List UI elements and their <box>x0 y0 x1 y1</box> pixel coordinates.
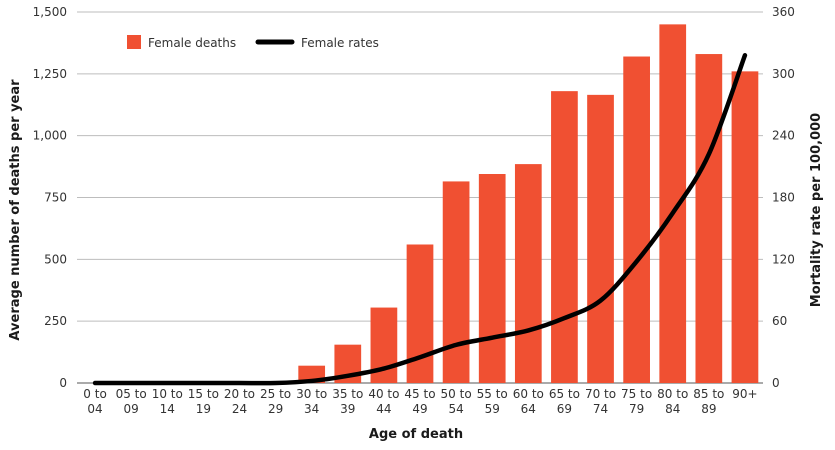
right-tick-label: 180 <box>772 191 795 205</box>
x-tick-label: 35 to 39 <box>332 387 363 416</box>
x-tick-label: 20 to 24 <box>224 387 255 416</box>
right-tick-label: 120 <box>772 252 795 266</box>
line-series <box>92 53 748 386</box>
x-tick-label: 40 to 44 <box>368 387 399 416</box>
x-tick-label: 30 to 34 <box>296 387 327 416</box>
left-axis-ticks: 0 250 500 750 1,000 1,250 1,500 <box>33 5 67 390</box>
x-axis-title: Age of death <box>369 427 463 442</box>
x-tick-label: 55 to 59 <box>477 387 508 416</box>
y-axis-title: Average number of deaths per year <box>8 79 23 341</box>
bar-85-to-89 <box>695 54 723 384</box>
bar-80-to-84 <box>659 24 687 383</box>
x-tick-label: 75 to 79 <box>621 387 652 416</box>
x-tick-label: 45 to 49 <box>404 387 435 416</box>
left-tick-label: 1,000 <box>33 129 67 143</box>
x-tick-label: 05 to 09 <box>116 387 147 416</box>
left-tick-label: 0 <box>59 376 67 390</box>
right-tick-label: 0 <box>772 376 780 390</box>
bar-55-to-59 <box>478 174 506 383</box>
legend-swatch-female-deaths <box>127 35 141 49</box>
x-tick-label: 65 to 69 <box>549 387 580 416</box>
x-tick-label: 90+ <box>732 387 757 401</box>
legend-label-female-rates: Female rates <box>301 36 379 50</box>
x-tick-label: 15 to 19 <box>188 387 219 416</box>
x-tick-label: 80 to 84 <box>657 387 688 416</box>
x-tick-label: 50 to 54 <box>441 387 472 416</box>
female-rates-line <box>92 53 748 386</box>
left-tick-label: 1,500 <box>33 5 67 19</box>
right-tick-label: 300 <box>772 67 795 81</box>
right-tick-label: 60 <box>772 314 787 328</box>
bar-65-to-69 <box>551 91 578 383</box>
bar-60-to-64 <box>514 164 542 383</box>
bar-90+ <box>731 71 759 384</box>
right-axis-ticks: 0 60 120 180 240 300 360 <box>772 5 795 390</box>
bar-75-to-79 <box>623 56 650 384</box>
left-tick-label: 1,250 <box>33 67 67 81</box>
legend-label-female-deaths: Female deaths <box>148 36 236 50</box>
bar-70-to-74 <box>587 94 614 384</box>
x-tick-label: 85 to 89 <box>693 387 724 416</box>
legend: Female deaths Female rates <box>127 35 379 50</box>
x-tick-label: 25 to 29 <box>260 387 291 416</box>
left-tick-label: 250 <box>44 314 67 328</box>
right-tick-label: 360 <box>772 5 795 19</box>
x-tick-label: 60 to 64 <box>513 387 544 416</box>
left-tick-label: 750 <box>44 191 67 205</box>
x-tick-label: 0 to 04 <box>83 387 107 416</box>
right-tick-label: 240 <box>772 129 795 143</box>
y2-axis-title: Mortality rate per 100,000 <box>809 113 824 307</box>
x-tick-label: 70 to 74 <box>585 387 616 416</box>
bar-50-to-54 <box>442 181 470 383</box>
left-tick-label: 500 <box>44 252 67 266</box>
x-tick-label: 10 to 14 <box>152 387 183 416</box>
